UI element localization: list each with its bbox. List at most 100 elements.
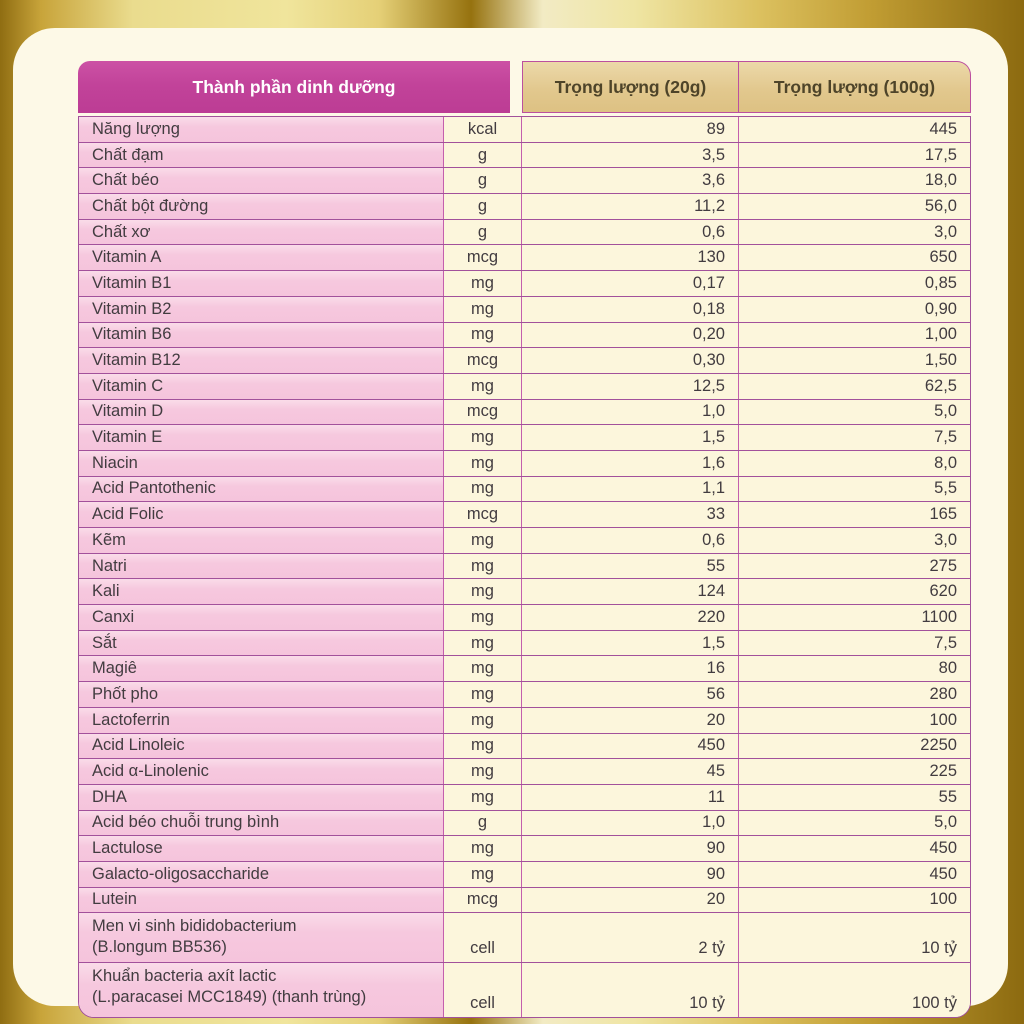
value-100g: 5,0 bbox=[739, 399, 970, 425]
nutrient-name-line1: DHA bbox=[92, 787, 127, 806]
value-100g: 450 bbox=[739, 836, 970, 861]
table-row: Lactoferrin mg 20 100 bbox=[79, 707, 970, 734]
value-20g: 1,1 bbox=[522, 476, 739, 502]
nutrient-unit: mg bbox=[444, 682, 522, 707]
value-20g: 55 bbox=[522, 553, 739, 579]
table-row: Acid Pantothenic mg 1,1 5,5 bbox=[79, 476, 970, 503]
value-20g: 1,0 bbox=[522, 399, 739, 425]
value-20g: 0,18 bbox=[522, 296, 739, 322]
value-100g: 18,0 bbox=[739, 168, 970, 194]
nutrient-name-line1: Vitamin E bbox=[92, 428, 163, 447]
value-20g: 0,17 bbox=[522, 271, 739, 296]
table-row: Lutein mcg 20 100 bbox=[79, 887, 970, 914]
nutrient-name: Chất đạm bbox=[79, 142, 444, 168]
nutrient-name: Magiê bbox=[79, 656, 444, 682]
table-row: DHA mg 11 55 bbox=[79, 784, 970, 811]
nutrient-name: Khuẩn bacteria axít lactic (L.paracasei M… bbox=[79, 963, 444, 1018]
nutrient-name-line1: Acid Linoleic bbox=[92, 736, 185, 755]
value-100g: 1,50 bbox=[739, 348, 970, 373]
nutrient-name-line1: Kali bbox=[92, 582, 120, 601]
nutrient-unit: mg bbox=[444, 861, 522, 887]
nutrient-unit: g bbox=[444, 219, 522, 245]
table-row: Men vi sinh bididobacterium (B.longum BB5… bbox=[79, 913, 970, 964]
header-gap bbox=[510, 61, 522, 113]
nutrient-name: Vitamin C bbox=[79, 373, 444, 399]
value-100g: 1,00 bbox=[739, 322, 970, 348]
table-body: Năng lượng kcal 89 445 Chất đạm g 3,5 17,5 Chất … bbox=[78, 116, 971, 1019]
nutrient-name-line1: Acid Folic bbox=[92, 505, 164, 524]
nutrient-unit: mcg bbox=[444, 887, 522, 913]
value-20g: 0,6 bbox=[522, 219, 739, 245]
nutrient-name-line1: Kẽm bbox=[92, 530, 126, 549]
nutrient-name: Canxi bbox=[79, 605, 444, 630]
value-20g: 220 bbox=[522, 605, 739, 630]
value-20g: 90 bbox=[522, 836, 739, 861]
value-100g: 2250 bbox=[739, 733, 970, 759]
table-row: Vitamin A mcg 130 650 bbox=[79, 245, 970, 272]
nutrient-name-line1: Năng lượng bbox=[92, 119, 180, 138]
table-row: Khuẩn bacteria axít lactic (L.paracasei M… bbox=[79, 963, 970, 1018]
value-20g: 11 bbox=[522, 784, 739, 810]
nutrient-unit: mcg bbox=[444, 502, 522, 527]
value-20g: 20 bbox=[522, 887, 739, 913]
table-header: Thành phần dinh dưỡng Trọng lượng (20g) … bbox=[78, 61, 971, 113]
value-100g: 7,5 bbox=[739, 425, 970, 450]
value-20g: 124 bbox=[522, 579, 739, 605]
value-20g: 90 bbox=[522, 861, 739, 887]
nutrient-name: Acid béo chuỗi trung bình bbox=[79, 810, 444, 836]
table-row: Phốt pho mg 56 280 bbox=[79, 682, 970, 708]
nutrient-name: Sắt bbox=[79, 630, 444, 656]
value-20g: 11,2 bbox=[522, 194, 739, 219]
nutrient-unit: mg bbox=[444, 630, 522, 656]
value-100g: 5,0 bbox=[739, 810, 970, 836]
value-100g: 445 bbox=[739, 117, 970, 142]
value-20g: 0,30 bbox=[522, 348, 739, 373]
nutrient-unit: cell bbox=[444, 913, 522, 963]
nutrient-name-line1: Vitamin C bbox=[92, 376, 164, 395]
value-100g: 100 tỷ bbox=[739, 963, 970, 1018]
nutrient-name-line1: Men vi sinh bididobacterium bbox=[92, 917, 297, 936]
nutrient-unit: mg bbox=[444, 579, 522, 605]
value-100g: 620 bbox=[739, 579, 970, 605]
nutrient-unit: mg bbox=[444, 605, 522, 630]
table-row: Chất đạm g 3,5 17,5 bbox=[79, 142, 970, 169]
nutrition-table: Thành phần dinh dưỡng Trọng lượng (20g) … bbox=[78, 61, 971, 1019]
nutrient-unit: mg bbox=[444, 296, 522, 322]
value-20g: 45 bbox=[522, 759, 739, 784]
value-20g: 56 bbox=[522, 682, 739, 707]
value-20g: 89 bbox=[522, 117, 739, 142]
nutrient-name-line2: (L.paracasei MCC1849) (thanh trùng) bbox=[92, 988, 367, 1007]
table-row: Vitamin B6 mg 0,20 1,00 bbox=[79, 322, 970, 349]
header-weight-20g: Trọng lượng (20g) bbox=[522, 61, 739, 113]
nutrient-name: Natri bbox=[79, 553, 444, 579]
nutrient-name-line1: Chất bột đường bbox=[92, 196, 209, 215]
nutrient-name-line1: Lutein bbox=[92, 890, 137, 909]
nutrient-name: Vitamin B2 bbox=[79, 296, 444, 322]
value-100g: 80 bbox=[739, 656, 970, 682]
nutrient-name: Chất bột đường bbox=[79, 194, 444, 219]
nutrient-name: Vitamin E bbox=[79, 425, 444, 450]
value-20g: 450 bbox=[522, 733, 739, 759]
value-100g: 3,0 bbox=[739, 219, 970, 245]
table-row: Vitamin D mcg 1,0 5,0 bbox=[79, 399, 970, 426]
nutrient-name-line2: (B.longum BB536) bbox=[92, 938, 227, 957]
nutrient-unit: mg bbox=[444, 553, 522, 579]
value-100g: 5,5 bbox=[739, 476, 970, 502]
value-100g: 280 bbox=[739, 682, 970, 707]
value-20g: 0,6 bbox=[522, 528, 739, 553]
nutrient-name: Galacto-oligosaccharide bbox=[79, 861, 444, 887]
nutrient-name-line1: Vitamin A bbox=[92, 248, 162, 267]
value-100g: 3,0 bbox=[739, 528, 970, 553]
table-row: Chất xơ g 0,6 3,0 bbox=[79, 219, 970, 246]
nutrient-name-line1: Vitamin B12 bbox=[92, 351, 181, 370]
table-row: Vitamin B2 mg 0,18 0,90 bbox=[79, 296, 970, 323]
nutrient-name-line1: Khuẩn bacteria axít lactic bbox=[92, 967, 277, 986]
nutrient-name-line1: Lactulose bbox=[92, 839, 163, 858]
nutrient-unit: mg bbox=[444, 476, 522, 502]
nutrient-name: Chất xơ bbox=[79, 219, 444, 245]
nutrient-name-line1: Vitamin B6 bbox=[92, 325, 172, 344]
value-20g: 3,6 bbox=[522, 168, 739, 194]
value-20g: 3,5 bbox=[522, 142, 739, 168]
nutrient-name-line1: Natri bbox=[92, 556, 127, 575]
value-20g: 2 tỷ bbox=[522, 913, 739, 963]
